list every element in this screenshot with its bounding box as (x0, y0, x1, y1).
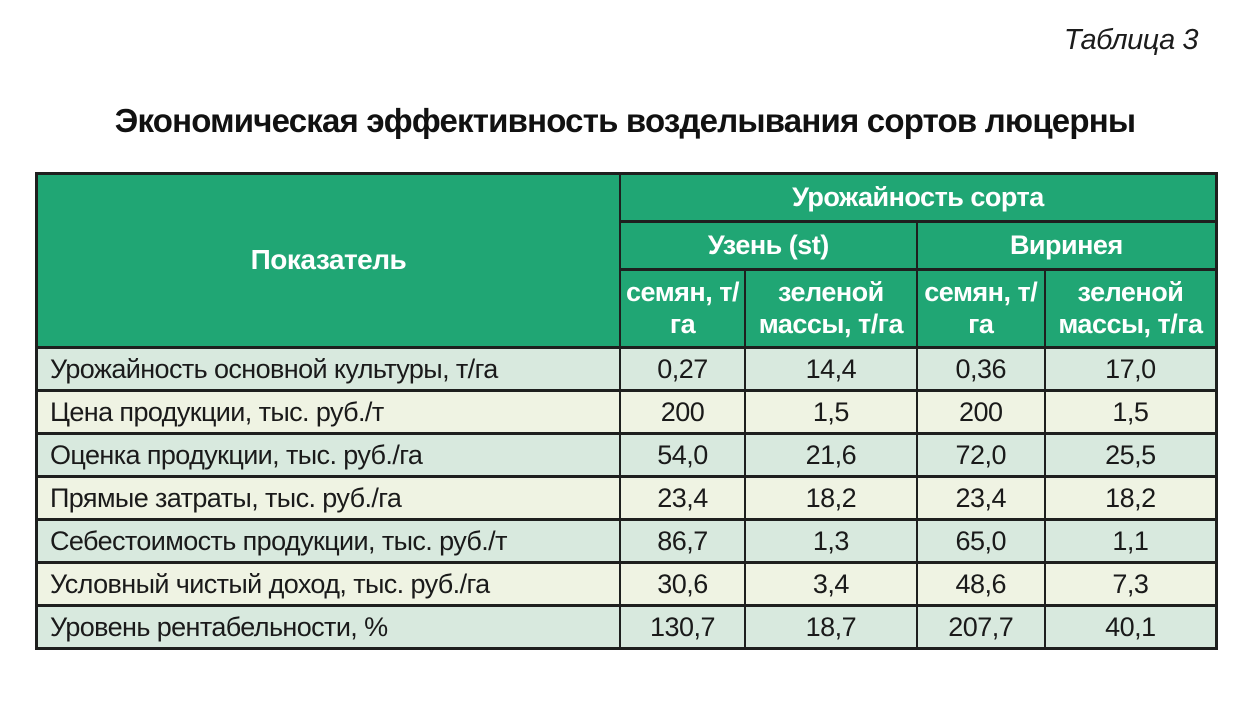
row-label: Себестоимость продукции, тыс. руб./т (35, 518, 621, 564)
cell-value: 21,6 (744, 432, 918, 478)
cell-value: 0,36 (915, 346, 1046, 392)
table-row: Условный чистый доход, тыс. руб./га 30,6… (35, 561, 1218, 607)
table-number-label: Таблица 3 (1063, 24, 1199, 56)
cell-value: 1,5 (1043, 389, 1218, 435)
row-label: Условный чистый доход, тыс. руб./га (35, 561, 621, 607)
cell-value: 18,2 (744, 475, 918, 521)
cell-value: 18,7 (744, 604, 918, 650)
cell-value: 0,27 (618, 346, 747, 392)
economic-efficiency-table: Показатель Урожайность сорта Узень (st) … (35, 172, 1218, 650)
column-header-greenmass-virineya: зеленой массы, т/га (1043, 268, 1218, 349)
page-title: Экономическая эффективность возделывания… (114, 102, 1136, 139)
cell-value: 48,6 (915, 561, 1046, 607)
table-row: Урожайность основной культуры, т/га 0,27… (35, 346, 1218, 392)
row-label: Уровень рентабельности, % (35, 604, 621, 650)
column-header-seeds-virineya: семян, т/га (915, 268, 1046, 349)
cell-value: 3,4 (744, 561, 918, 607)
cell-value: 1,1 (1043, 518, 1218, 564)
cell-value: 23,4 (915, 475, 1046, 521)
cell-value: 1,5 (744, 389, 918, 435)
table-row: Оценка продукции, тыс. руб./га 54,0 21,6… (35, 432, 1218, 478)
cell-value: 72,0 (915, 432, 1046, 478)
cell-value: 130,7 (618, 604, 747, 650)
cell-value: 1,3 (744, 518, 918, 564)
cell-value: 40,1 (1043, 604, 1218, 650)
row-label: Оценка продукции, тыс. руб./га (35, 432, 621, 478)
row-label: Прямые затраты, тыс. руб./га (35, 475, 621, 521)
cell-value: 14,4 (744, 346, 918, 392)
column-group-variety-uzen: Узень (st) (618, 220, 918, 271)
table-row: Себестоимость продукции, тыс. руб./т 86,… (35, 518, 1218, 564)
row-label: Урожайность основной культуры, т/га (35, 346, 621, 392)
column-group-variety-virineya: Виринея (915, 220, 1218, 271)
column-header-indicator: Показатель (35, 172, 621, 349)
cell-value: 17,0 (1043, 346, 1218, 392)
cell-value: 25,5 (1043, 432, 1218, 478)
cell-value: 65,0 (915, 518, 1046, 564)
cell-value: 30,6 (618, 561, 747, 607)
row-label: Цена продукции, тыс. руб./т (35, 389, 621, 435)
column-header-seeds-uzen: семян, т/га (618, 268, 747, 349)
cell-value: 200 (915, 389, 1046, 435)
cell-value: 54,0 (618, 432, 747, 478)
column-group-yield: Урожайность сорта (618, 172, 1218, 223)
cell-value: 200 (618, 389, 747, 435)
table-row: Уровень рентабельности, % 130,7 18,7 207… (35, 604, 1218, 650)
cell-value: 23,4 (618, 475, 747, 521)
cell-value: 18,2 (1043, 475, 1218, 521)
cell-value: 86,7 (618, 518, 747, 564)
column-header-greenmass-uzen: зеленой массы, т/га (744, 268, 918, 349)
cell-value: 7,3 (1043, 561, 1218, 607)
table-row: Прямые затраты, тыс. руб./га 23,4 18,2 2… (35, 475, 1218, 521)
cell-value: 207,7 (915, 604, 1046, 650)
table-row: Цена продукции, тыс. руб./т 200 1,5 200 … (35, 389, 1218, 435)
